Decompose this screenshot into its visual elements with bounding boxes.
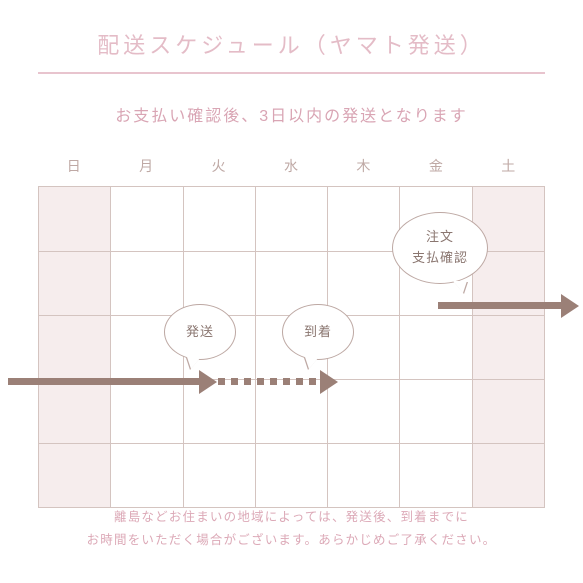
calendar-cell xyxy=(110,187,182,251)
bubble-order: 注文 支払確認 xyxy=(392,212,488,284)
calendar-cell xyxy=(472,380,544,443)
title-underline xyxy=(38,72,545,74)
calendar-cell xyxy=(327,444,399,507)
calendar-cell xyxy=(399,444,471,507)
calendar-cell xyxy=(399,316,471,379)
footnote-line1: 離島などお住まいの地域によっては、発送後、到着までに xyxy=(38,506,545,530)
bubble-ship-text: 発送 xyxy=(186,322,214,343)
bubble-ship: 発送 xyxy=(164,304,236,360)
bubble-order-line1: 注文 xyxy=(426,227,454,248)
calendar-cell xyxy=(110,380,182,443)
calendar: 日 月 火 水 木 金 土 注文 支払確認 発送 到着 xyxy=(38,156,545,508)
calendar-cell xyxy=(110,444,182,507)
footnote: 離島などお住まいの地域によっては、発送後、到着までに お時間をいただく場合がござ… xyxy=(38,506,545,554)
calendar-row xyxy=(39,443,544,507)
subtitle: お支払い確認後、3日以内の発送となります xyxy=(0,102,583,126)
day-header-sat: 土 xyxy=(473,156,545,176)
calendar-cell xyxy=(39,316,110,379)
day-header-sun: 日 xyxy=(38,156,110,176)
bubble-order-line2: 支払確認 xyxy=(412,248,468,269)
day-header-fri: 金 xyxy=(400,156,472,176)
day-header-thu: 木 xyxy=(328,156,400,176)
bubble-arrive: 到着 xyxy=(282,304,354,360)
calendar-cell xyxy=(39,252,110,315)
calendar-cell xyxy=(39,380,110,443)
calendar-cell xyxy=(327,252,399,315)
day-header-mon: 月 xyxy=(110,156,182,176)
calendar-cell xyxy=(183,444,255,507)
footnote-line2: お時間をいただく場合がございます。あらかじめご了承ください。 xyxy=(38,529,545,553)
calendar-cell xyxy=(255,187,327,251)
day-headers: 日 月 火 水 木 金 土 xyxy=(38,156,545,176)
day-header-tue: 火 xyxy=(183,156,255,176)
calendar-cell xyxy=(472,316,544,379)
calendar-cell xyxy=(327,187,399,251)
calendar-cell xyxy=(39,444,110,507)
calendar-cell xyxy=(183,187,255,251)
calendar-cell xyxy=(183,380,255,443)
calendar-cell xyxy=(255,380,327,443)
calendar-cell xyxy=(399,380,471,443)
day-header-wed: 水 xyxy=(255,156,327,176)
calendar-cell xyxy=(110,252,182,315)
calendar-cell xyxy=(255,444,327,507)
bubble-arrive-text: 到着 xyxy=(304,322,332,343)
calendar-row xyxy=(39,379,544,443)
calendar-cell xyxy=(472,444,544,507)
page-title: 配送スケジュール（ヤマト発送） xyxy=(0,0,583,60)
calendar-cell xyxy=(39,187,110,251)
